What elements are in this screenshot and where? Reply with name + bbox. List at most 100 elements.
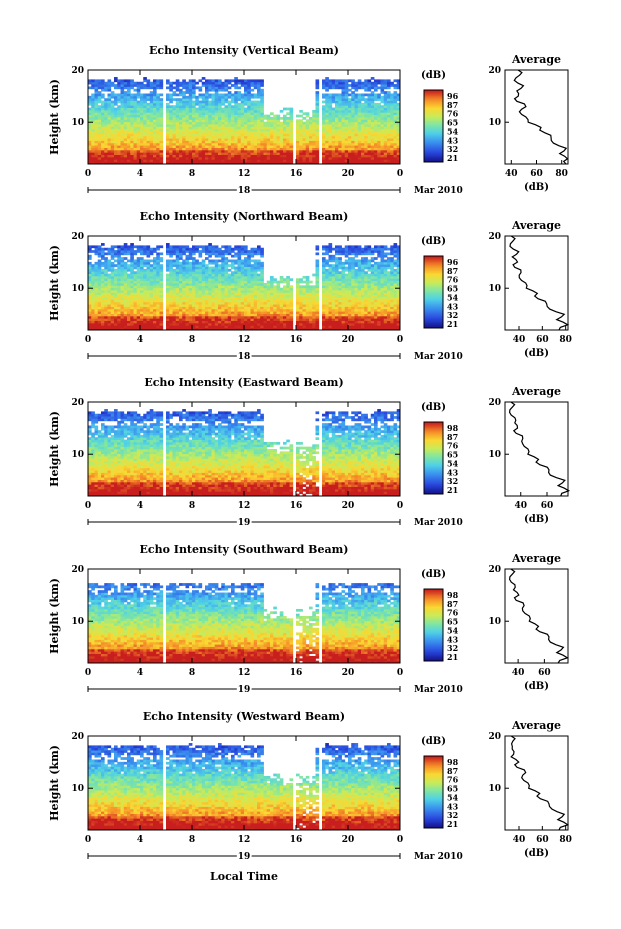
heatmap-cell: [387, 81, 391, 85]
heatmap-cell: [172, 247, 177, 251]
heatmap-cell: [146, 261, 151, 265]
heatmap-cell: [123, 145, 128, 148]
heatmap-cell: [234, 142, 238, 146]
heatmap-cell: [341, 84, 346, 87]
heatmap-cell: [149, 250, 154, 253]
heatmap-cell: [94, 81, 99, 85]
heatmap-cell: [250, 128, 255, 132]
heatmap-cell: [205, 271, 209, 274]
heatmap-cell: [348, 93, 352, 97]
heatmap-cell: [234, 147, 238, 151]
heatmap-cell: [149, 273, 154, 277]
heatmap-cell: [107, 308, 112, 312]
heatmap-cell: [107, 252, 112, 256]
heatmap-cell: [94, 301, 99, 305]
heatmap-cell: [110, 140, 115, 144]
heatmap-cell: [192, 327, 196, 331]
heatmap-cell: [146, 259, 151, 263]
heatmap-cell: [185, 109, 190, 113]
heatmap-cell: [227, 86, 232, 90]
heatmap-cell: [231, 327, 235, 331]
heatmap-cell: [195, 140, 199, 144]
heatmap-cell: [348, 145, 352, 148]
heatmap-cell: [104, 119, 108, 123]
heatmap-cell: [188, 142, 193, 146]
heatmap-cell: [354, 161, 359, 165]
heatmap-cell: [208, 322, 212, 326]
heatmap-cell: [224, 290, 229, 293]
heatmap-cell: [169, 107, 173, 111]
heatmap-cell: [114, 327, 118, 331]
heatmap-cell: [192, 126, 196, 130]
heatmap-cell: [237, 147, 242, 151]
heatmap-cell: [205, 322, 209, 326]
heatmap-cell: [130, 154, 134, 158]
heatmap-cell: [179, 325, 183, 329]
heatmap-cell: [185, 133, 190, 137]
heatmap-cell: [130, 149, 134, 153]
heatmap-cell: [348, 140, 352, 144]
heatmap-cell: [361, 140, 365, 144]
heatmap-cell: [286, 128, 290, 132]
heatmap-cell: [335, 95, 339, 99]
heatmap-cell: [133, 105, 138, 108]
heatmap-cell: [370, 105, 375, 108]
heatmap-cell: [348, 147, 352, 151]
heatmap-cell: [338, 119, 342, 123]
heatmap-cell: [195, 313, 199, 317]
heatmap-cell: [377, 124, 381, 127]
heatmap-cell: [296, 121, 300, 125]
heatmap-cell: [257, 79, 261, 83]
heatmap-cell: [289, 119, 294, 123]
heatmap-cell: [234, 311, 238, 314]
heatmap-cell: [123, 245, 128, 249]
heatmap-cell: [208, 84, 212, 87]
heatmap-cell: [276, 140, 281, 144]
heatmap-cell: [273, 117, 277, 120]
heatmap-cell: [149, 149, 154, 153]
heatmap-cell: [97, 299, 102, 303]
heatmap-cell: [159, 275, 164, 279]
heatmap-cell: [198, 112, 203, 116]
heatmap-cell: [179, 254, 183, 258]
heatmap-cell: [198, 102, 203, 106]
heatmap-cell: [143, 327, 147, 331]
heatmap-cell: [88, 275, 92, 279]
heatmap-cell: [120, 257, 125, 260]
heatmap-cell: [120, 301, 125, 305]
heatmap-cell: [244, 283, 248, 286]
heatmap-cell: [315, 81, 320, 85]
heatmap-cell: [370, 112, 375, 116]
heatmap-cell: [237, 156, 242, 160]
heatmap-cell: [231, 266, 235, 270]
heatmap-cell: [104, 315, 108, 319]
heatmap-cell: [149, 325, 154, 329]
heatmap-cell: [218, 271, 222, 274]
heatmap-cell: [185, 142, 190, 146]
heatmap-cell: [354, 142, 359, 146]
heatmap-cell: [276, 320, 281, 324]
heatmap-cell: [344, 93, 349, 97]
heatmap-cell: [380, 131, 385, 134]
heatmap-cell: [299, 149, 303, 153]
heatmap-cell: [130, 84, 134, 87]
colorbar-frame: [423, 89, 444, 163]
heatmap-cell: [120, 105, 125, 108]
heatmap-cell: [120, 91, 125, 94]
heatmap-cell: [244, 138, 248, 141]
heatmap-cell: [94, 93, 99, 97]
heatmap-cell: [136, 290, 141, 293]
heatmap-cell: [156, 135, 160, 139]
heatmap-cell: [286, 121, 290, 125]
heatmap-cell: [182, 84, 186, 87]
heatmap-cell: [260, 268, 264, 272]
heatmap-cell: [396, 147, 401, 151]
heatmap-cell: [166, 131, 170, 134]
heatmap-cell: [143, 299, 147, 303]
heatmap-cell: [354, 81, 359, 85]
heatmap-cell: [370, 149, 375, 153]
heatmap-cell: [107, 105, 112, 108]
colorbar-segment: [424, 140, 443, 142]
heatmap-cell: [175, 117, 180, 120]
heatmap-cell: [159, 278, 164, 282]
